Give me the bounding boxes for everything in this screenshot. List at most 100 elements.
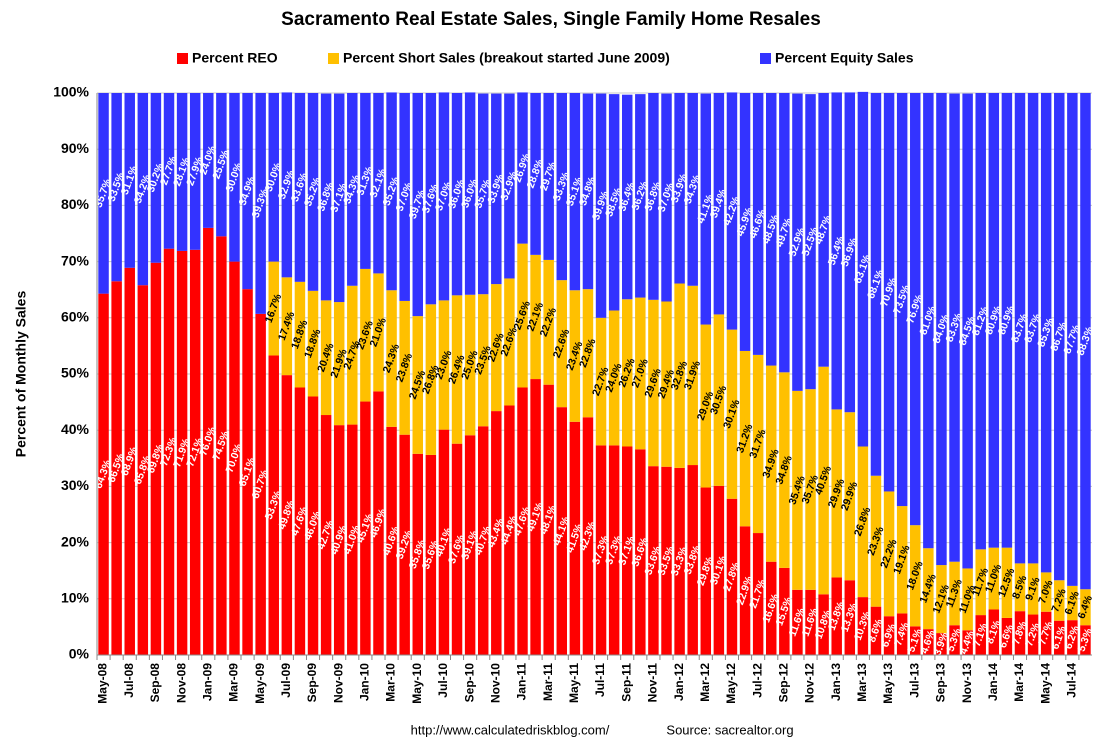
bar-segment — [333, 425, 345, 655]
bar-segment — [203, 227, 214, 655]
bar-segment — [870, 606, 882, 655]
bar-segment — [543, 384, 554, 655]
bar-segment — [700, 93, 712, 325]
bar-segment — [517, 243, 528, 388]
bar-segment — [1080, 589, 1091, 626]
bar-segment — [792, 589, 803, 655]
bar-segment — [687, 465, 698, 655]
bar-segment — [792, 390, 803, 590]
bar-segment — [595, 445, 607, 655]
bar-segment — [1067, 93, 1078, 586]
bar-segment — [373, 391, 384, 655]
bar-segment — [936, 565, 947, 634]
bar-segment — [962, 568, 973, 631]
bar-segment — [451, 93, 463, 296]
bar-segment — [491, 93, 502, 285]
bar-segment — [949, 93, 960, 562]
bar-segment — [176, 93, 188, 251]
bar-segment — [477, 294, 489, 427]
bar-segment — [1054, 93, 1065, 581]
bar-segment — [294, 387, 306, 655]
bar-segment — [713, 485, 725, 655]
x-tick-label: Jul-08 — [122, 663, 136, 698]
bar-segment — [425, 304, 437, 455]
bar-segment — [661, 466, 672, 655]
bar-segment — [975, 615, 986, 655]
x-tick-label: Jul-11 — [593, 663, 607, 697]
bar-segment — [896, 93, 908, 507]
bar-segment — [216, 236, 227, 655]
bar-segment — [242, 289, 253, 655]
bar-segment — [556, 280, 568, 408]
bar-segment — [1014, 563, 1026, 612]
bar-segment — [661, 93, 672, 302]
bar-segment — [844, 92, 856, 413]
bar-segment — [766, 365, 777, 562]
bar-segment — [779, 93, 790, 373]
bar-segment — [399, 434, 410, 655]
bar-segment — [294, 93, 306, 282]
x-tick-label: Nov-10 — [488, 663, 502, 703]
footer-url: http://www.calculatedriskblog.com/ — [411, 722, 610, 737]
bar-segment — [281, 92, 293, 278]
bar-segment — [1040, 611, 1052, 655]
bar-segment — [1014, 611, 1026, 655]
bar-segment — [621, 299, 633, 447]
bar-segment — [857, 446, 869, 598]
bar-segment — [752, 354, 764, 534]
bar-segment — [425, 454, 437, 655]
bar-segment — [451, 443, 463, 655]
bar-segment — [975, 549, 986, 616]
bar-segment — [726, 329, 738, 499]
y-tick-label: 30% — [61, 477, 90, 493]
bar-segment — [923, 93, 934, 549]
bar-segment — [674, 283, 685, 468]
bar-segment — [438, 429, 450, 655]
bar-segment — [504, 278, 515, 406]
x-tick-label: Nov-11 — [646, 663, 660, 703]
bar-segment — [189, 249, 201, 655]
bar-segment — [491, 284, 502, 412]
bar-segment — [438, 92, 450, 301]
bar-segment — [333, 93, 345, 303]
bar-segment — [857, 91, 869, 447]
x-tick-label: Sep-11 — [619, 663, 633, 702]
bar-segment — [896, 506, 908, 614]
bar-segment — [595, 93, 607, 318]
x-tick-label: Mar-10 — [384, 663, 398, 702]
x-tick-label: May-12 — [724, 663, 738, 704]
bar-segment — [1001, 617, 1013, 655]
bar-segment — [805, 389, 816, 590]
bar-segment — [923, 548, 934, 630]
bar-segment — [805, 94, 816, 390]
bar-segment — [425, 93, 437, 305]
bar-segment — [988, 93, 1000, 548]
bar-segment — [294, 281, 306, 388]
legend-label: Percent Equity Sales — [775, 50, 914, 66]
bar-segment — [163, 93, 175, 249]
bar-segment — [779, 372, 790, 568]
x-tick-label: Sep-10 — [462, 663, 476, 703]
bar-segment — [504, 405, 515, 655]
bar-segment — [1001, 93, 1013, 548]
bar-segment — [766, 561, 777, 655]
bar-segment — [792, 93, 803, 391]
bar-segment — [687, 285, 698, 466]
bar-segment — [255, 313, 266, 655]
bar-segment — [307, 290, 319, 397]
x-tick-label: Jan-09 — [200, 663, 214, 701]
bar-segment — [242, 93, 253, 290]
bar-segment — [386, 426, 397, 655]
bar-segment — [910, 525, 921, 627]
bar-segment — [674, 467, 685, 655]
x-tick-label: Sep-12 — [777, 663, 791, 703]
bar-segment — [569, 421, 581, 655]
x-tick-label: Mar-11 — [541, 663, 555, 701]
x-tick-label: May-11 — [567, 663, 581, 703]
x-tick-label: Jan-11 — [515, 663, 529, 701]
bar-segment — [739, 526, 751, 655]
y-tick-label: 60% — [61, 309, 90, 325]
y-tick-label: 40% — [61, 421, 90, 437]
bar-segment — [870, 475, 882, 607]
